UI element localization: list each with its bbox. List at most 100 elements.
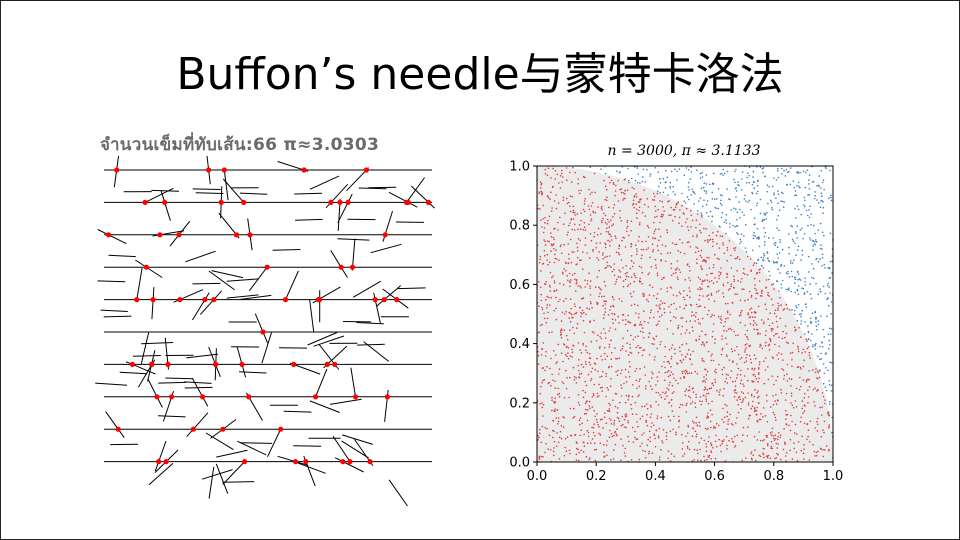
point-inside (611, 435, 614, 438)
point-outside (808, 179, 810, 181)
point-inside (754, 322, 756, 324)
point-inside (777, 432, 780, 434)
point-inside (625, 376, 627, 378)
point-inside (687, 229, 690, 232)
point-inside (651, 388, 653, 390)
point-outside (747, 172, 749, 175)
point-outside (681, 192, 683, 195)
point-inside (641, 327, 644, 329)
point-inside (656, 347, 659, 350)
point-inside (662, 214, 664, 216)
point-inside (762, 453, 765, 456)
point-outside (719, 173, 722, 175)
hit-marker (363, 167, 369, 173)
point-inside (571, 196, 573, 198)
point-inside (564, 438, 567, 440)
point-inside (803, 359, 805, 361)
point-inside (582, 344, 584, 346)
point-inside (557, 202, 560, 204)
point-inside (578, 369, 580, 372)
point-inside (547, 196, 550, 199)
point-inside (689, 296, 691, 298)
point-inside (621, 415, 623, 418)
point-inside (823, 449, 826, 451)
point-inside (610, 235, 612, 238)
point-inside (593, 442, 596, 445)
point-outside (736, 211, 739, 214)
point-inside (557, 423, 559, 425)
point-inside (611, 351, 613, 354)
point-inside (702, 394, 705, 397)
point-outside (801, 287, 803, 289)
point-inside (638, 313, 640, 315)
point-inside (548, 434, 551, 437)
point-outside (785, 288, 787, 291)
point-inside (577, 364, 580, 367)
point-outside (822, 328, 824, 331)
point-inside (767, 443, 769, 445)
point-inside (557, 441, 560, 444)
point-inside (549, 290, 552, 292)
point-inside (768, 337, 771, 340)
point-outside (735, 190, 738, 192)
point-inside (589, 301, 592, 303)
point-outside (769, 275, 771, 277)
point-inside (540, 293, 542, 296)
point-outside (654, 167, 657, 169)
point-inside (756, 413, 758, 416)
point-inside (729, 413, 731, 416)
point-inside (711, 382, 714, 384)
point-inside (756, 396, 759, 399)
point-inside (658, 320, 660, 323)
scatter-points (536, 165, 834, 463)
hit-marker (324, 361, 330, 367)
point-inside (636, 250, 638, 253)
point-inside (651, 452, 654, 455)
point-inside (605, 372, 608, 375)
point-inside (790, 395, 793, 397)
point-inside (626, 221, 628, 224)
point-inside (698, 335, 701, 338)
point-inside (571, 348, 573, 351)
point-inside (761, 295, 763, 297)
point-inside (808, 354, 811, 357)
point-inside (636, 253, 638, 256)
point-inside (804, 392, 806, 395)
point-inside (646, 298, 648, 301)
point-inside (654, 258, 657, 261)
point-inside (769, 339, 772, 341)
point-inside (605, 230, 608, 233)
point-outside (683, 174, 686, 176)
needle (186, 412, 209, 437)
point-inside (597, 423, 599, 426)
point-inside (607, 366, 610, 369)
point-outside (783, 169, 785, 172)
point-inside (565, 269, 567, 272)
point-inside (558, 392, 561, 395)
point-inside (747, 313, 749, 316)
point-inside (603, 179, 605, 182)
point-inside (740, 379, 743, 381)
point-inside (802, 379, 805, 381)
point-inside (728, 328, 730, 330)
point-outside (649, 175, 651, 177)
point-outside (712, 172, 715, 175)
point-inside (641, 271, 644, 274)
point-inside (772, 403, 775, 406)
point-inside (604, 311, 607, 313)
point-inside (743, 288, 745, 290)
point-inside (553, 402, 556, 404)
point-inside (727, 281, 729, 284)
point-inside (575, 441, 578, 443)
point-inside (716, 242, 718, 245)
point-inside (567, 243, 569, 245)
point-outside (826, 315, 828, 317)
point-outside (734, 170, 736, 173)
point-inside (638, 235, 640, 238)
point-inside (556, 173, 559, 176)
point-inside (808, 386, 811, 388)
point-inside (597, 259, 600, 261)
point-inside (690, 304, 693, 307)
point-inside (706, 274, 708, 276)
needle (151, 287, 155, 320)
